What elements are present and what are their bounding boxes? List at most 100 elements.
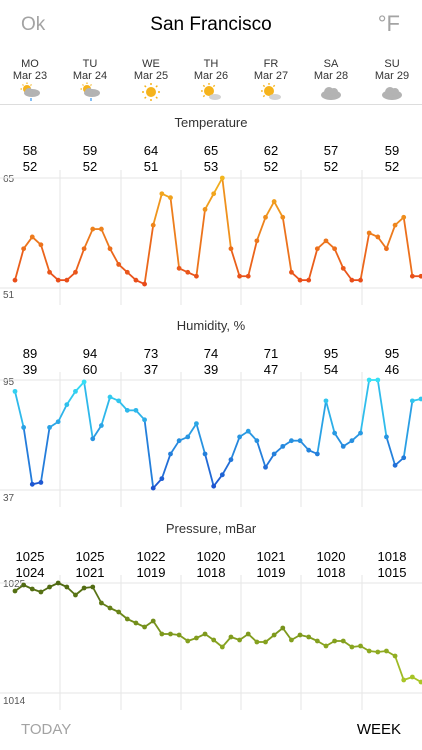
humidity-line-segment: [385, 436, 396, 466]
humidity-line-segment: [40, 427, 51, 483]
humidity-day-values: 73 37: [121, 346, 181, 378]
temperature-day-values: 64 51: [121, 143, 181, 175]
temperature-data-point: [176, 265, 182, 271]
humidity-data-point: [150, 485, 156, 491]
pressure-high-value: 1025: [15, 549, 45, 564]
temperature-data-point: [90, 226, 96, 232]
day-column-we[interactable]: WE Mar 25: [121, 58, 181, 104]
pressure-data-point: [55, 580, 61, 586]
pressure-data-point: [297, 632, 303, 638]
temperature-day-values: 65 53: [181, 143, 241, 175]
day-column-sa[interactable]: SA Mar 28: [301, 58, 361, 104]
humidity-data-point: [280, 443, 286, 449]
temperature-data-point: [366, 230, 372, 236]
temperature-line-segment: [402, 217, 414, 277]
pressure-data-point: [340, 638, 346, 644]
temperature-day-values: 59 52: [362, 143, 422, 175]
humidity-line-segment: [316, 400, 327, 455]
temperature-line-segment: [169, 197, 181, 269]
humidity-data-point: [202, 451, 208, 457]
day-name: TU: [82, 58, 98, 70]
humidity-line-segment: [204, 453, 215, 487]
temperature-data-point: [98, 226, 104, 232]
temperature-data-point: [271, 199, 277, 204]
temperature-low-value: 51: [143, 159, 159, 174]
pressure-data-point: [245, 631, 251, 637]
ok-button[interactable]: Ok: [21, 14, 46, 35]
tab-week[interactable]: WEEK: [356, 721, 401, 738]
bottom-tab-bar: TODAY WEEK: [0, 712, 422, 750]
pressure-data-point: [21, 582, 27, 588]
humidity-line-segment: [402, 400, 414, 458]
humidity-data-point: [12, 388, 18, 394]
humidity-data-point: [219, 472, 225, 478]
humidity-line-segment: [57, 404, 68, 423]
temperature-title: Temperature: [174, 115, 248, 130]
temperature-line-segment: [152, 193, 163, 226]
day-name: SU: [384, 58, 400, 70]
humidity-data-point: [159, 476, 165, 482]
humidity-data-point: [289, 438, 294, 444]
day-column-tu[interactable]: TU Mar 24: [60, 58, 120, 104]
humidity-high-value: 95: [323, 346, 339, 361]
humidity-data-point: [98, 423, 104, 428]
humidity-line-segment: [161, 453, 172, 479]
temperature-line-segment: [40, 244, 51, 273]
temperature-data-point: [306, 277, 312, 283]
temperature-data-point: [392, 222, 398, 228]
humidity-line-segment: [325, 400, 336, 434]
humidity-data-point: [254, 438, 260, 444]
pressure-line-segment: [282, 627, 293, 641]
temperature-data-point: [289, 269, 294, 275]
pressure-data-point: [150, 618, 156, 624]
pressure-day-values: 1020 1018: [181, 549, 241, 581]
temperature-low-value: 52: [82, 159, 98, 174]
humidity-data-point: [237, 434, 242, 440]
pressure-data-point: [116, 609, 122, 615]
day-column-fr[interactable]: FR Mar 27: [241, 58, 301, 104]
pressure-high-value: 1020: [316, 549, 346, 564]
temperature-line-segment: [307, 248, 319, 281]
humidity-high-value: 71: [263, 346, 279, 361]
humidity-line-segment: [195, 423, 206, 455]
humidity-line-segment: [221, 459, 232, 476]
pressure-data-point: [185, 638, 191, 644]
temperature-data-point: [228, 246, 234, 252]
humidity-data-point: [90, 436, 96, 442]
top-bar: Ok San Francisco °F: [0, 0, 422, 50]
humidity-line-segment: [83, 381, 94, 439]
day-column-su[interactable]: SU Mar 29: [362, 58, 422, 104]
temperature-data-point: [168, 195, 173, 201]
pressure-day-values: 1020 1018: [301, 549, 361, 581]
tab-today[interactable]: TODAY: [21, 721, 72, 738]
temperature-data-point: [64, 277, 70, 283]
day-column-mo[interactable]: MO Mar 23: [0, 58, 60, 104]
day-date: Mar 25: [133, 70, 169, 82]
humidity-data-point: [211, 483, 217, 489]
humidity-line-segment: [230, 436, 241, 460]
temperature-data-point: [81, 246, 87, 252]
temperature-data-point: [349, 277, 355, 283]
humidity-data-point: [358, 430, 363, 436]
temperature-data-point: [21, 246, 27, 252]
pressure-data-point: [306, 634, 312, 640]
humidity-data-point: [401, 455, 407, 461]
temperature-line-segment: [14, 248, 25, 281]
pressure-axis-min: 1014: [3, 696, 26, 707]
temperature-data-point: [150, 222, 156, 228]
pressure-data-point: [176, 632, 182, 638]
humidity-high-value: 95: [384, 346, 400, 361]
temperature-data-point: [12, 277, 18, 283]
humidity-day-values: 95 46: [362, 346, 422, 378]
unit-toggle-button[interactable]: °F: [377, 11, 400, 36]
temperature-high-value: 64: [143, 143, 159, 158]
humidity-day-values: 74 39: [181, 346, 241, 378]
humidity-data-point: [64, 402, 70, 408]
day-column-th[interactable]: TH Mar 26: [181, 58, 241, 104]
humidity-data-point: [47, 425, 52, 430]
pressure-data-point: [314, 638, 320, 644]
pressure-data-point: [81, 585, 87, 591]
pressure-data-point: [254, 639, 260, 645]
humidity-data-point: [55, 419, 61, 425]
pressure-data-point: [401, 677, 407, 683]
